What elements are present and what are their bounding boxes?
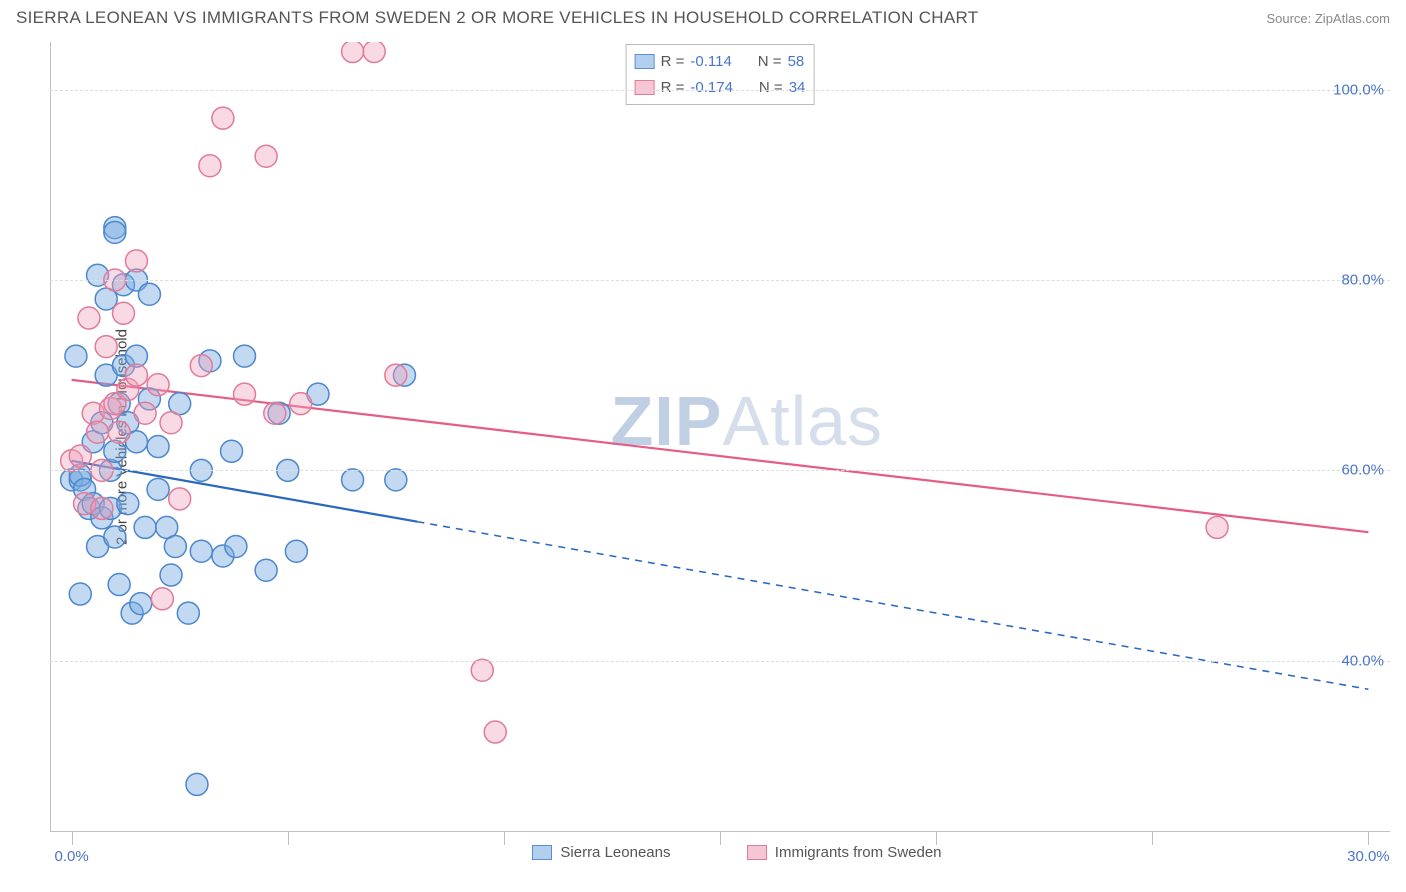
data-point bbox=[160, 412, 182, 434]
data-point bbox=[125, 364, 147, 386]
data-point bbox=[134, 402, 156, 424]
stats-row: R =-0.114 N =58 bbox=[635, 49, 806, 75]
regression-line-solid bbox=[72, 380, 1369, 532]
n-value: 58 bbox=[788, 49, 805, 75]
data-point bbox=[363, 42, 385, 63]
data-point bbox=[234, 345, 256, 367]
data-point bbox=[285, 540, 307, 562]
data-point bbox=[471, 659, 493, 681]
data-point bbox=[108, 574, 130, 596]
x-tick bbox=[504, 831, 505, 845]
data-point bbox=[255, 559, 277, 581]
data-point bbox=[130, 593, 152, 615]
legend-item: Sierra Leoneans bbox=[532, 844, 670, 861]
n-value: 34 bbox=[789, 75, 806, 101]
x-tick bbox=[936, 831, 937, 845]
regression-line-dashed bbox=[417, 522, 1368, 690]
data-point bbox=[108, 421, 130, 443]
r-label: R = bbox=[661, 75, 685, 101]
data-point bbox=[190, 540, 212, 562]
data-point bbox=[342, 469, 364, 491]
x-tick-label: 0.0% bbox=[55, 848, 89, 865]
n-label: N = bbox=[759, 75, 783, 101]
data-point bbox=[255, 145, 277, 167]
x-tick bbox=[1152, 831, 1153, 845]
gridline bbox=[50, 280, 1390, 281]
data-point bbox=[134, 516, 156, 538]
x-tick bbox=[720, 831, 721, 845]
data-point bbox=[87, 421, 109, 443]
data-point bbox=[151, 588, 173, 610]
data-point bbox=[91, 497, 113, 519]
legend-label: Sierra Leoneans bbox=[560, 844, 670, 861]
correlation-stats-box: R =-0.114N =58R =-0.174N =34 bbox=[626, 44, 815, 105]
stats-swatch bbox=[635, 54, 655, 69]
header-bar: SIERRA LEONEAN VS IMMIGRANTS FROM SWEDEN… bbox=[0, 0, 1406, 32]
data-point bbox=[160, 564, 182, 586]
data-point bbox=[177, 602, 199, 624]
data-point bbox=[290, 393, 312, 415]
data-point bbox=[234, 383, 256, 405]
data-point bbox=[186, 773, 208, 795]
data-point bbox=[385, 469, 407, 491]
data-point bbox=[65, 345, 87, 367]
gridline bbox=[50, 90, 1390, 91]
r-label: R = bbox=[661, 49, 685, 75]
data-point bbox=[69, 445, 91, 467]
chart-title: SIERRA LEONEAN VS IMMIGRANTS FROM SWEDEN… bbox=[16, 8, 978, 28]
y-tick-label: 40.0% bbox=[1341, 652, 1384, 669]
x-tick-label: 30.0% bbox=[1347, 848, 1390, 865]
data-point bbox=[484, 721, 506, 743]
data-point bbox=[342, 42, 364, 63]
gridline bbox=[50, 661, 1390, 662]
r-value: -0.174 bbox=[690, 75, 733, 101]
n-label: N = bbox=[758, 49, 782, 75]
legend-swatch bbox=[532, 845, 552, 860]
data-point bbox=[138, 283, 160, 305]
data-point bbox=[385, 364, 407, 386]
data-point bbox=[212, 107, 234, 129]
legend-label: Immigrants from Sweden bbox=[775, 844, 942, 861]
data-point bbox=[221, 440, 243, 462]
source-attribution: Source: ZipAtlas.com bbox=[1266, 11, 1390, 26]
stats-row: R =-0.174 N =34 bbox=[635, 75, 806, 101]
data-point bbox=[225, 535, 247, 557]
data-point bbox=[104, 440, 126, 462]
legend-swatch bbox=[747, 845, 767, 860]
data-point bbox=[125, 250, 147, 272]
data-point bbox=[78, 307, 100, 329]
data-point bbox=[264, 402, 286, 424]
data-point bbox=[104, 526, 126, 548]
data-point bbox=[169, 488, 191, 510]
data-point bbox=[199, 155, 221, 177]
data-point bbox=[104, 221, 126, 243]
x-tick bbox=[1368, 831, 1369, 845]
data-point bbox=[147, 436, 169, 458]
data-point bbox=[164, 535, 186, 557]
data-point bbox=[147, 374, 169, 396]
data-point bbox=[190, 355, 212, 377]
plot-svg bbox=[50, 42, 1390, 831]
data-point bbox=[1206, 516, 1228, 538]
legend-item: Immigrants from Sweden bbox=[747, 844, 942, 861]
data-point bbox=[147, 478, 169, 500]
x-tick bbox=[72, 831, 73, 845]
stats-swatch bbox=[635, 80, 655, 95]
gridline bbox=[50, 470, 1390, 471]
data-point bbox=[117, 493, 139, 515]
r-value: -0.114 bbox=[690, 49, 731, 75]
data-point bbox=[95, 336, 117, 358]
y-tick-label: 80.0% bbox=[1341, 271, 1384, 288]
chart-area: 2 or more Vehicles in Household ZIPAtlas… bbox=[50, 42, 1390, 832]
x-tick bbox=[288, 831, 289, 845]
data-point bbox=[112, 302, 134, 324]
y-tick-label: 100.0% bbox=[1333, 81, 1384, 98]
data-point bbox=[69, 583, 91, 605]
y-tick-label: 60.0% bbox=[1341, 462, 1384, 479]
